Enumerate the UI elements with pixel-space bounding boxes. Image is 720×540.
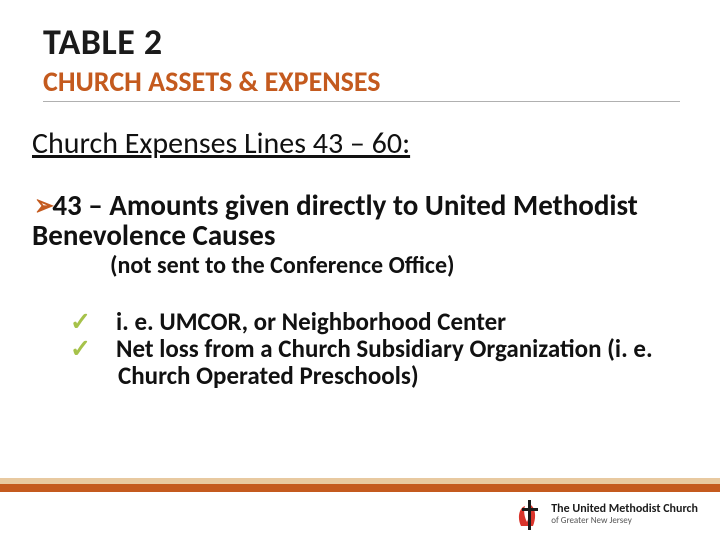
- check-text: Net loss from a Church Subsidiary Organi…: [116, 333, 653, 391]
- check-icon: ✓: [94, 308, 116, 335]
- bullet-text: 43 – Amounts given directly to United Me…: [32, 187, 638, 253]
- bullet-note: (not sent to the Conference Office): [110, 251, 692, 280]
- slide: TABLE 2 CHURCH ASSETS & EXPENSES Church …: [0, 0, 720, 540]
- slide-subtitle: CHURCH ASSETS & EXPENSES: [43, 64, 680, 99]
- cross-flame-icon: [517, 498, 543, 530]
- title-underline: [43, 101, 680, 102]
- bullet-line-43: ➢43 – Amounts given directly to United M…: [32, 190, 692, 251]
- check-list: ✓i. e. UMCOR, or Neighborhood Center ✓Ne…: [94, 308, 692, 389]
- logo-line1: The United Methodist Church: [551, 503, 698, 516]
- logo-text: The United Methodist Church of Greater N…: [551, 503, 698, 525]
- content-block: ➢43 – Amounts given directly to United M…: [32, 190, 692, 389]
- org-logo: The United Methodist Church of Greater N…: [517, 498, 698, 530]
- footer-bar-dark: [0, 484, 720, 492]
- slide-title: TABLE 2: [43, 20, 680, 64]
- check-item-1: ✓i. e. UMCOR, or Neighborhood Center: [94, 308, 692, 335]
- section-heading: Church Expenses Lines 43 – 60:: [32, 125, 410, 162]
- check-icon: ✓: [94, 335, 116, 362]
- title-block: TABLE 2 CHURCH ASSETS & EXPENSES: [43, 20, 680, 102]
- arrow-icon: ➢: [34, 190, 53, 220]
- check-item-2: ✓Net loss from a Church Subsidiary Organ…: [94, 335, 692, 389]
- footer-bar: [0, 478, 720, 492]
- logo-line2: of Greater New Jersey: [551, 516, 698, 525]
